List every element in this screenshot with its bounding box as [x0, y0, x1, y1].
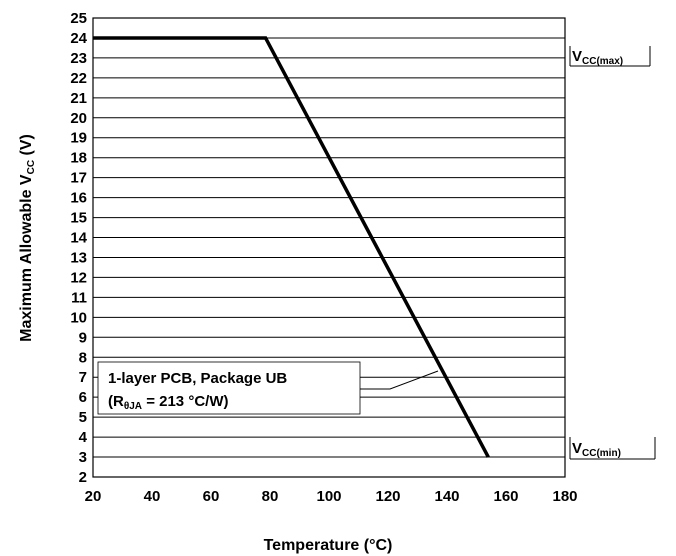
y-tick-label: 5: [79, 409, 87, 426]
y-tick-label: 7: [79, 369, 87, 386]
pcb-annotation-leader: [360, 370, 439, 390]
x-tick-label: 180: [552, 488, 577, 505]
y-tick-label: 4: [79, 429, 88, 446]
x-tick-labels: 20 40 60 80 100 120 140 160 180: [85, 488, 578, 505]
x-tick-label: 120: [375, 488, 400, 505]
y-tick-label: 21: [70, 90, 87, 107]
pcb-annotation-line2: (RθJA = 213 °C/W): [108, 393, 228, 412]
x-tick-label: 80: [262, 488, 279, 505]
x-tick-label: 140: [434, 488, 459, 505]
y-tick-label: 20: [70, 110, 87, 127]
pcb-annotation: 1-layer PCB, Package UB (RθJA = 213 °C/W…: [97, 361, 439, 415]
y-tick-label: 17: [70, 170, 87, 187]
y-tick-label: 15: [70, 210, 87, 227]
y-tick-label: 22: [70, 70, 87, 87]
y-tick-label: 13: [70, 249, 87, 266]
x-tick-label: 100: [316, 488, 341, 505]
y-tick-label: 2: [79, 469, 87, 486]
x-tick-label: 40: [144, 488, 161, 505]
y-tick-label: 24: [70, 30, 87, 47]
vcc-max-label: VCC(max): [569, 46, 651, 67]
y-tick-label: 18: [70, 150, 87, 167]
y-axis-title: Maximum Allowable VCC (V): [18, 134, 37, 342]
y-tick-label: 3: [79, 449, 87, 466]
y-tick-label: 12: [70, 269, 87, 286]
y-tick-label: 16: [70, 190, 87, 207]
x-tick-label: 160: [493, 488, 518, 505]
x-tick-label: 60: [203, 488, 220, 505]
pcb-annotation-line1: 1-layer PCB, Package UB: [108, 370, 287, 387]
series-line: [93, 36, 490, 458]
y-tick-label: 11: [71, 289, 87, 306]
plot-frame: [92, 17, 566, 478]
vcc-min-label: VCC(min): [569, 437, 656, 460]
x-tick-label: 20: [85, 488, 102, 505]
series-group: [93, 36, 490, 458]
svg-text:VCC(min): VCC(min): [572, 440, 621, 459]
pcb-annotation-box: [97, 361, 361, 415]
y-tick-label: 25: [70, 10, 87, 27]
y-tick-label: 8: [79, 349, 87, 366]
y-tick-label: 6: [79, 389, 87, 406]
y-tick-label: 23: [70, 50, 87, 67]
y-tick-label: 9: [79, 329, 87, 346]
x-axis-title: Temperature (°C): [264, 537, 393, 554]
svg-text:VCC(max): VCC(max): [572, 48, 623, 67]
y-tick-label: 14: [70, 230, 87, 247]
y-tick-label: 19: [70, 130, 87, 147]
y-tick-label: 10: [70, 309, 87, 326]
grid-lines: [93, 37, 565, 458]
